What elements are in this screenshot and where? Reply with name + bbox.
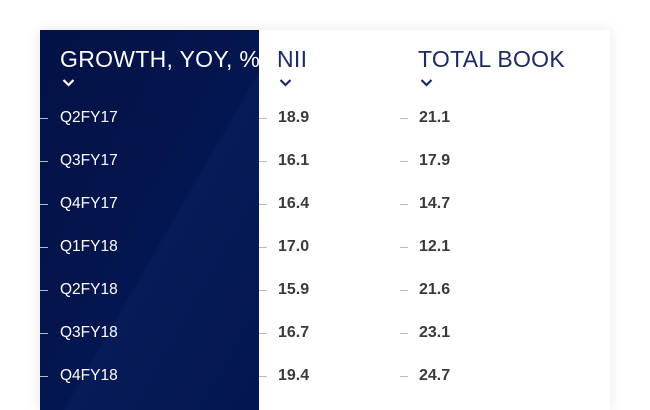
table-row: Q3FY18	[40, 323, 118, 343]
period-column-header[interactable]: GROWTH, YOY, %	[60, 46, 261, 72]
table-row: 17.9	[400, 151, 450, 171]
nii-value: 16.4	[278, 195, 310, 212]
nii-value: 17.0	[278, 238, 310, 255]
table-row: 17.0	[259, 237, 309, 257]
nii-value: 15.9	[278, 281, 310, 298]
row-tick	[40, 289, 48, 291]
row-tick	[400, 203, 408, 205]
period-cell: Q2FY17	[60, 109, 118, 126]
row-tick	[40, 160, 48, 162]
table-row: 16.7	[259, 323, 309, 343]
row-tick	[400, 117, 408, 119]
row-tick	[259, 246, 267, 248]
total-book-value: 12.1	[419, 238, 451, 255]
row-tick	[400, 289, 408, 291]
table-row: 21.6	[400, 280, 450, 300]
table-row: 23.1	[400, 323, 450, 343]
row-tick	[400, 332, 408, 334]
table-row: 24.7	[400, 366, 450, 386]
table-row: 15.9	[259, 280, 309, 300]
nii-column-header[interactable]: NII	[277, 46, 308, 72]
total-book-value: 14.7	[419, 195, 451, 212]
table-row: 19.4	[259, 366, 309, 386]
table-row: 16.1	[259, 151, 309, 171]
table-row: 18.9	[259, 108, 309, 128]
total-book-value: 24.7	[419, 367, 451, 384]
row-tick	[40, 375, 48, 377]
nii-value: 16.1	[278, 152, 310, 169]
row-tick	[400, 375, 408, 377]
table-row: 14.7	[400, 194, 450, 214]
nii-value: 18.9	[278, 109, 310, 126]
period-cell: Q1FY18	[60, 238, 118, 255]
table-row: Q2FY17	[40, 108, 118, 128]
row-tick	[40, 117, 48, 119]
total-book-value: 21.6	[419, 281, 451, 298]
chevron-down-icon[interactable]	[62, 78, 75, 88]
table-row: 21.1	[400, 108, 450, 128]
period-column: GROWTH, YOY, % Q2FY17 Q3FY17 Q4FY17 Q1FY18 Q…	[40, 30, 261, 410]
total-book-value: 17.9	[419, 152, 451, 169]
period-cell: Q2FY18	[60, 281, 118, 298]
table-row: Q1FY18	[40, 237, 118, 257]
row-tick	[259, 332, 267, 334]
row-tick	[40, 332, 48, 334]
nii-column: NII 18.9 16.1 16.4 17.0 15.9 16.7 19.4	[259, 30, 401, 410]
table-row: Q3FY17	[40, 151, 118, 171]
table-row: Q2FY18	[40, 280, 118, 300]
table-row: Q4FY18	[40, 366, 118, 386]
period-cell: Q3FY18	[60, 324, 118, 341]
total-book-column-header[interactable]: TOTAL BOOK	[418, 46, 565, 72]
row-tick	[40, 203, 48, 205]
period-cell: Q4FY17	[60, 195, 118, 212]
row-tick	[259, 203, 267, 205]
nii-value: 16.7	[278, 324, 310, 341]
row-tick	[259, 289, 267, 291]
growth-table: GROWTH, YOY, % Q2FY17 Q3FY17 Q4FY17 Q1FY18 Q…	[40, 30, 610, 410]
total-book-column: TOTAL BOOK 21.1 17.9 14.7 12.1 21.6 23.1 24.7	[400, 30, 610, 410]
row-tick	[259, 117, 267, 119]
period-cell: Q3FY17	[60, 152, 118, 169]
period-cell: Q4FY18	[60, 367, 118, 384]
row-tick	[40, 246, 48, 248]
table-row: 16.4	[259, 194, 309, 214]
row-tick	[400, 160, 408, 162]
row-tick	[259, 160, 267, 162]
row-tick	[259, 375, 267, 377]
table-row: Q4FY17	[40, 194, 118, 214]
total-book-value: 23.1	[419, 324, 451, 341]
total-book-value: 21.1	[419, 109, 451, 126]
chevron-down-icon[interactable]	[420, 78, 433, 88]
row-tick	[400, 246, 408, 248]
nii-value: 19.4	[278, 367, 310, 384]
chevron-down-icon[interactable]	[279, 78, 292, 88]
table-row: 12.1	[400, 237, 450, 257]
